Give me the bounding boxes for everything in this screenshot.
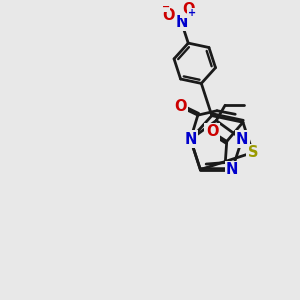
Text: −: − <box>162 2 170 12</box>
Text: O: O <box>175 99 187 114</box>
Text: N: N <box>226 162 239 177</box>
Text: N: N <box>184 132 197 147</box>
Text: O: O <box>182 2 194 16</box>
Text: O: O <box>206 124 218 140</box>
Text: S: S <box>248 145 258 160</box>
Text: +: + <box>188 8 196 18</box>
Text: N: N <box>236 132 248 147</box>
Text: N: N <box>175 15 188 30</box>
Text: O: O <box>162 8 175 23</box>
